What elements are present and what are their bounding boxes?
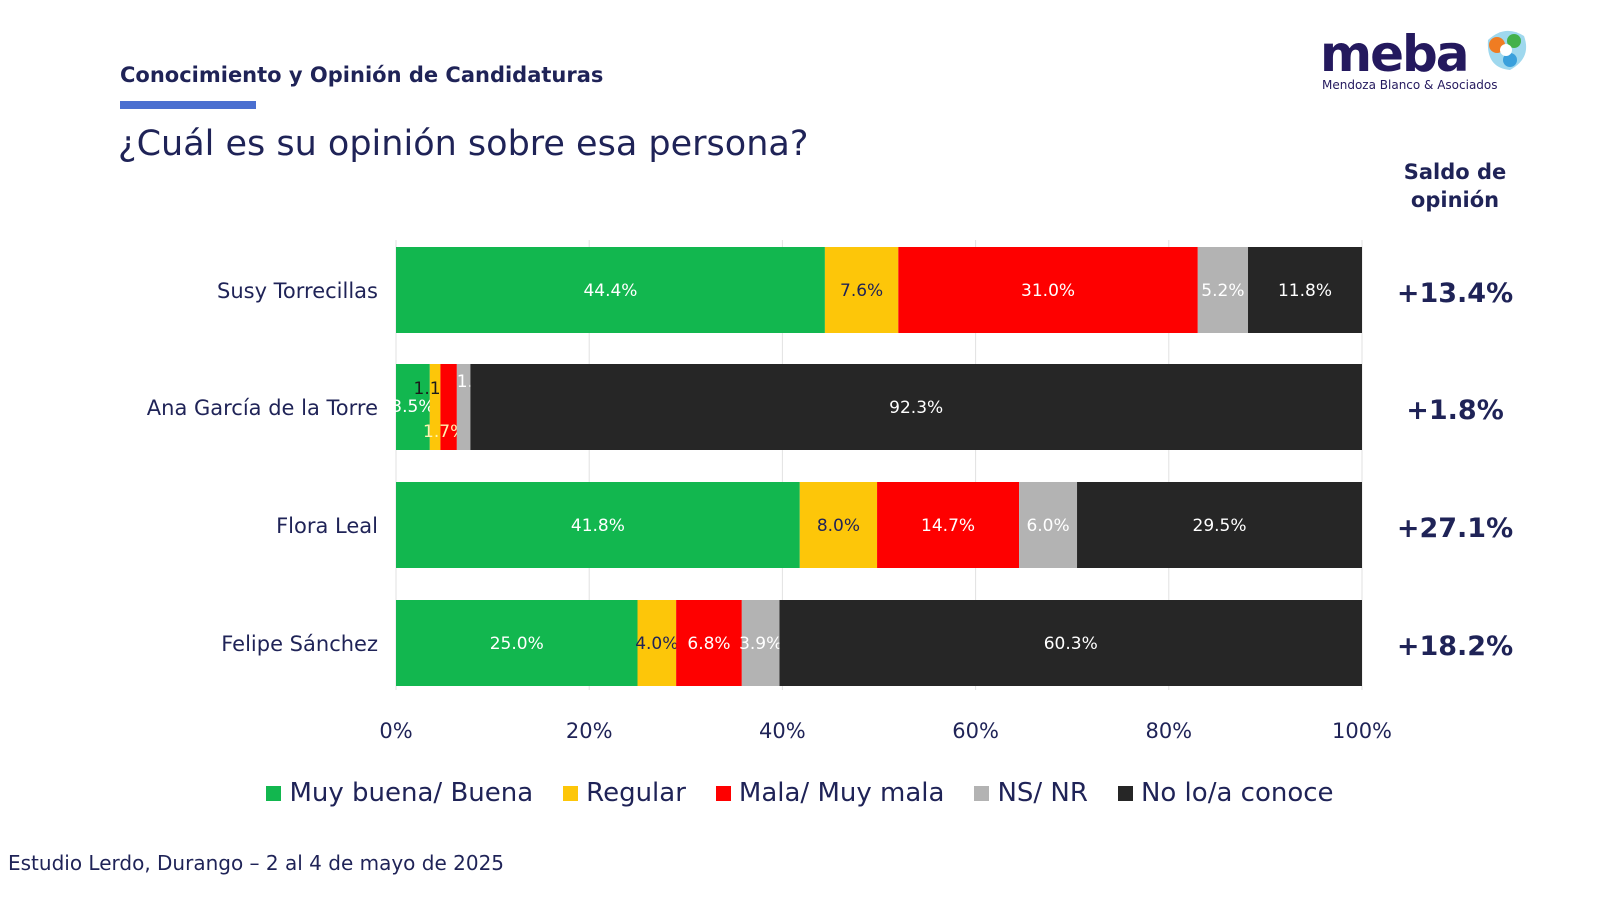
logo-subtitle: Mendoza Blanco & Asociados [1322,78,1498,92]
saldo-title-line2: opinión [1410,188,1500,212]
meba-logo: meba Mendoza Blanco & Asociados [1320,28,1550,98]
legend-item: Mala/ Muy mala [715,778,945,808]
legend-label: Muy buena/ Buena [289,778,534,808]
bar-segment [429,364,441,450]
bar-segment [396,247,825,333]
footer-source: Estudio Lerdo, Durango – 2 al 4 de mayo … [8,851,505,875]
data-label: 3.5% [391,397,434,417]
data-label: 60.3% [1044,634,1098,654]
legend-swatch [563,785,579,801]
data-label: 8.0% [817,516,860,536]
legend-swatch [715,785,731,801]
data-label: 44.4% [583,281,637,301]
data-label: 5.2% [1201,281,1244,301]
bar-segment [396,364,430,450]
logo-word: meba [1320,25,1470,83]
bar-segment [396,482,800,568]
bar-segment [1197,247,1249,333]
legend-item: No lo/a conoce [1117,778,1334,808]
data-label: 4.0% [635,634,678,654]
legend-item: Muy buena/ Buena [266,778,533,808]
saldo-value: +13.4% [1397,278,1513,309]
x-tick-label: 80% [1145,719,1192,743]
bar-segment [779,600,1362,686]
data-label: 7.6% [840,281,883,301]
category-label: Flora Leal [276,514,378,538]
x-tick-label: 60% [952,719,999,743]
bar-segment [396,600,638,686]
logo-mark-icon [1487,30,1527,70]
data-label: 1.7% [423,422,466,442]
bar-segment [1019,482,1078,568]
saldo-title-line1: Saldo de [1403,160,1507,184]
data-label: 3.9% [739,634,782,654]
legend-item: Regular [563,778,686,808]
bar-segment [440,364,457,450]
data-label: 92.3% [889,398,943,418]
data-label: 41.8% [571,516,625,536]
stacked-bar-chart: 0% 20% 40% 60% 80% 100% Susy Torrecillas 44.4% 7… [147,240,1513,743]
category-label: Ana García de la Torre [147,396,378,420]
category-label: Felipe Sánchez [221,632,378,656]
data-label: 6.8% [687,634,730,654]
x-tick-label: 20% [566,719,613,743]
category-label: Susy Torrecillas [217,279,378,303]
legend: Muy buena/ Buena Regular Mala/ Muy mala NS/… [0,778,1600,808]
data-label: 14.7% [921,516,975,536]
legend-label: No lo/a conoce [1140,778,1334,808]
bar-segment [824,247,899,333]
bar-segment [741,600,780,686]
x-tick-label: 40% [759,719,806,743]
legend-swatch [1117,785,1133,801]
bar-segment [676,600,742,686]
legend-label: Regular [586,778,686,808]
bar-segment [1077,482,1362,568]
section-title: Conocimiento y Opinión de Candidaturas [120,63,604,87]
bar-segment [1248,247,1362,333]
x-tick-label: 0% [379,719,412,743]
data-label: 6.0% [1026,516,1069,536]
saldo-value: +18.2% [1397,631,1513,662]
legend-swatch [974,785,990,801]
data-label: 29.5% [1193,516,1247,536]
bar-segment [456,364,471,450]
legend-label: Mala/ Muy mala [738,778,945,808]
data-label: 25.0% [490,634,544,654]
legend-item: NS/ NR [974,778,1088,808]
bar-segment [898,247,1198,333]
bar-segment [637,600,677,686]
title-underline [120,101,256,109]
saldo-value: +27.1% [1397,513,1513,544]
legend-label: NS/ NR [997,778,1088,808]
data-label: 31.0% [1021,281,1075,301]
bar-segment [470,364,1363,450]
legend-swatch [266,785,282,801]
saldo-value: +1.8% [1406,395,1504,426]
bar-segment [877,482,1020,568]
x-tick-label: 100% [1332,719,1392,743]
saldo-title: Saldo de opinión [1390,158,1520,214]
page-title: ¿Cuál es su opinión sobre esa persona? [118,124,809,164]
bar-segment [799,482,878,568]
data-label: 11.8% [1278,281,1332,301]
